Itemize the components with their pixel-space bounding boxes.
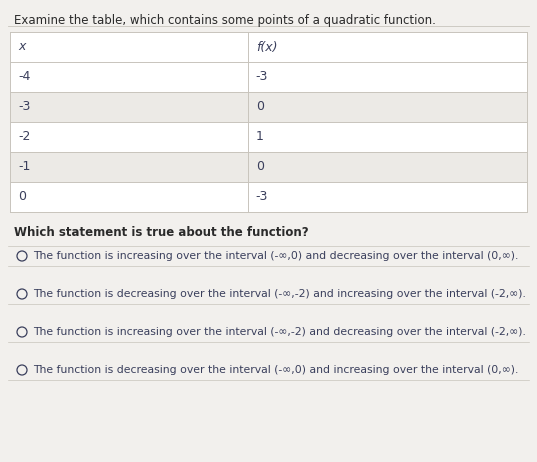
Bar xyxy=(10,122,527,152)
Text: 0: 0 xyxy=(18,190,26,203)
Text: -2: -2 xyxy=(18,130,31,144)
Text: -4: -4 xyxy=(18,71,31,84)
Text: The function is increasing over the interval (-∞,0) and decreasing over the inte: The function is increasing over the inte… xyxy=(33,251,518,261)
Text: -1: -1 xyxy=(18,160,31,174)
Text: -3: -3 xyxy=(256,71,268,84)
Bar xyxy=(10,182,527,212)
Text: x: x xyxy=(18,41,25,54)
Text: -3: -3 xyxy=(256,190,268,203)
Text: -3: -3 xyxy=(18,101,31,114)
Text: The function is decreasing over the interval (-∞,0) and increasing over the inte: The function is decreasing over the inte… xyxy=(33,365,518,375)
Text: The function is decreasing over the interval (-∞,-2) and increasing over the int: The function is decreasing over the inte… xyxy=(33,289,526,299)
Text: 0: 0 xyxy=(256,160,264,174)
Text: 0: 0 xyxy=(256,101,264,114)
Bar xyxy=(10,152,527,182)
Text: The function is increasing over the interval (-∞,-2) and decreasing over the int: The function is increasing over the inte… xyxy=(33,327,526,337)
Bar xyxy=(10,92,527,122)
Text: 1: 1 xyxy=(256,130,264,144)
Text: Which statement is true about the function?: Which statement is true about the functi… xyxy=(14,226,309,239)
Bar xyxy=(10,32,527,62)
Bar xyxy=(10,62,527,92)
Text: Examine the table, which contains some points of a quadratic function.: Examine the table, which contains some p… xyxy=(14,14,436,27)
Text: f(x): f(x) xyxy=(256,41,277,54)
